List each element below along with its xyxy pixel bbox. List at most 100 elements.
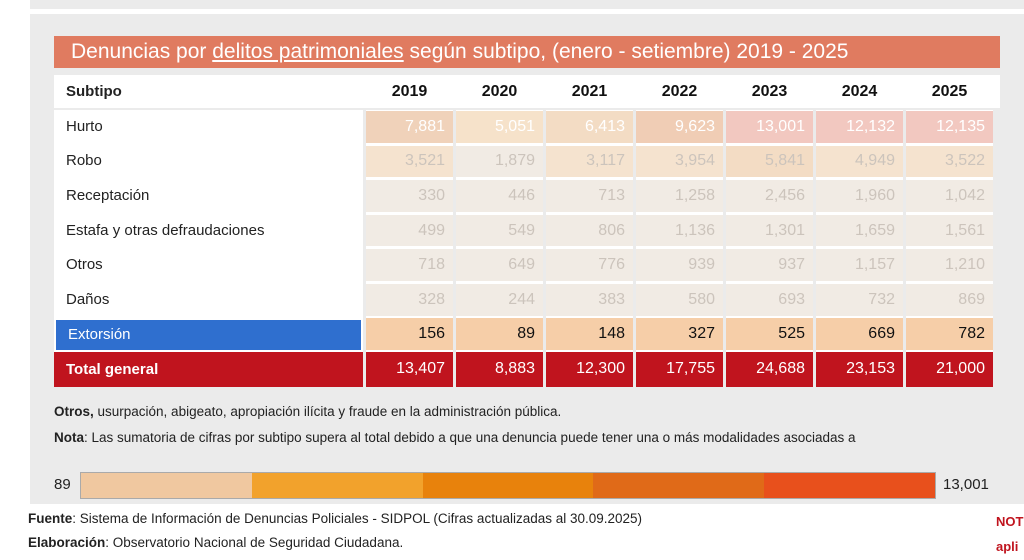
table-cell: 327 bbox=[636, 317, 723, 353]
header-year: 2024 bbox=[816, 75, 903, 108]
title-link[interactable]: delitos patrimoniales bbox=[212, 40, 404, 63]
table-cell: 869 bbox=[906, 282, 993, 318]
table-cell: 693 bbox=[726, 282, 813, 318]
legend-segment bbox=[251, 473, 423, 498]
fuente-text: : Sistema de Información de Denuncias Po… bbox=[72, 511, 643, 526]
footer-elaboracion: Elaboración: Observatorio Nacional de Se… bbox=[28, 535, 403, 550]
table-cell: 649 bbox=[456, 248, 543, 283]
elab-label: Elaboración bbox=[28, 535, 106, 550]
row-label: Total general bbox=[54, 352, 363, 387]
note-nota-text: : Las sumatoria de cifras por subtipo su… bbox=[84, 430, 856, 445]
table-row: Receptación 330 446 713 1,258 2,456 1,960 1,042 bbox=[54, 179, 1000, 214]
table-row: Robo 3,521 1,879 3,117 3,954 5,841 4,949 3,522 bbox=[54, 144, 1000, 180]
table-cell: 580 bbox=[636, 282, 723, 318]
legend-segment bbox=[593, 473, 765, 498]
table-cell: 732 bbox=[816, 282, 903, 318]
table-cell: 525 bbox=[726, 317, 813, 353]
table-header: Subtipo 2019 2020 2021 2022 2023 2024 2025 bbox=[54, 75, 1000, 108]
row-label: Receptación bbox=[54, 179, 363, 214]
note-nota-label: Nota bbox=[54, 430, 84, 445]
table-row: Daños 328 244 383 580 693 732 869 bbox=[54, 282, 1000, 318]
row-label: Hurto bbox=[54, 110, 363, 145]
table-cell: 89 bbox=[456, 317, 543, 353]
table-cell: 1,157 bbox=[816, 248, 903, 283]
table-cell: 718 bbox=[366, 248, 453, 283]
table-cell: 5,841 bbox=[726, 144, 813, 180]
legend-min: 89 bbox=[54, 476, 71, 493]
table-cell: 3,522 bbox=[906, 144, 993, 180]
table-cell: 1,136 bbox=[636, 213, 723, 249]
table-cell: 24,688 bbox=[726, 352, 813, 387]
row-label[interactable]: Extorsión bbox=[54, 317, 363, 353]
table-cell: 330 bbox=[366, 179, 453, 214]
table-cell: 12,300 bbox=[546, 352, 633, 387]
table-cell: 499 bbox=[366, 213, 453, 249]
table-row: Otros 718 649 776 939 937 1,157 1,210 bbox=[54, 248, 1000, 283]
note-otros-text: usurpación, abigeato, apropiación ilícit… bbox=[93, 404, 562, 419]
table-cell: 1,561 bbox=[906, 213, 993, 249]
header-year: 2022 bbox=[636, 75, 723, 108]
color-legend bbox=[80, 472, 936, 499]
table-cell: 1,258 bbox=[636, 179, 723, 214]
table-cell: 669 bbox=[816, 317, 903, 353]
total-row: Total general 13,407 8,883 12,300 17,755 24,6… bbox=[54, 352, 1000, 387]
table-cell: 148 bbox=[546, 317, 633, 353]
table-cell: 244 bbox=[456, 282, 543, 318]
table-cell: 2,456 bbox=[726, 179, 813, 214]
table-cell: 8,883 bbox=[456, 352, 543, 387]
table-cell: 1,659 bbox=[816, 213, 903, 249]
table-cell: 782 bbox=[906, 317, 993, 353]
table-row: Hurto 7,881 5,051 6,413 9,623 13,001 12,132 12,… bbox=[54, 110, 1000, 145]
table-cell: 9,623 bbox=[636, 110, 723, 145]
note-otros: Otros, usurpación, abigeato, apropiación… bbox=[54, 404, 561, 419]
table-cell: 6,413 bbox=[546, 110, 633, 145]
table-cell: 5,051 bbox=[456, 110, 543, 145]
note-otros-label: Otros, bbox=[54, 404, 94, 419]
table-cell: 12,135 bbox=[906, 110, 993, 145]
table-title: Denuncias por delitos patrimoniales segú… bbox=[54, 36, 1000, 68]
elab-text: : Observatorio Nacional de Seguridad Ciu… bbox=[105, 535, 404, 550]
table-cell: 23,153 bbox=[816, 352, 903, 387]
top-strip bbox=[30, 0, 1024, 9]
table-cell: 13,001 bbox=[726, 110, 813, 145]
table-cell: 13,407 bbox=[366, 352, 453, 387]
legend-segment bbox=[764, 473, 935, 498]
table-cell: 383 bbox=[546, 282, 633, 318]
legend-segment bbox=[81, 473, 252, 498]
title-text-end: según subtipo, (enero - setiembre) 2019 … bbox=[403, 40, 849, 63]
header-year: 2021 bbox=[546, 75, 633, 108]
note-nota: Nota: Las sumatoria de cifras por subtip… bbox=[54, 430, 856, 445]
row-label: Robo bbox=[54, 144, 363, 180]
table-cell: 156 bbox=[366, 317, 453, 353]
table-cell: 21,000 bbox=[906, 352, 993, 387]
table-cell: 806 bbox=[546, 213, 633, 249]
title-text: Denuncias por bbox=[71, 40, 213, 63]
table-cell: 549 bbox=[456, 213, 543, 249]
table-cell: 1,301 bbox=[726, 213, 813, 249]
table-cell: 776 bbox=[546, 248, 633, 283]
footer-fuente: Fuente: Sistema de Información de Denunc… bbox=[28, 511, 642, 526]
table-cell: 3,521 bbox=[366, 144, 453, 180]
side-note-1: NOT bbox=[996, 514, 1024, 529]
table-cell: 3,117 bbox=[546, 144, 633, 180]
header-year: 2025 bbox=[906, 75, 993, 108]
row-label: Otros bbox=[54, 248, 363, 283]
header-subtipo: Subtipo bbox=[54, 75, 363, 108]
header-year: 2020 bbox=[456, 75, 543, 108]
table-row: Extorsión 156 89 148 327 525 669 782 bbox=[54, 317, 1000, 353]
table-cell: 7,881 bbox=[366, 110, 453, 145]
header-year: 2019 bbox=[366, 75, 453, 108]
table-cell: 12,132 bbox=[816, 110, 903, 145]
legend-segment bbox=[422, 473, 594, 498]
header-year: 2023 bbox=[726, 75, 813, 108]
table-cell: 939 bbox=[636, 248, 723, 283]
row-label: Estafa y otras defraudaciones bbox=[54, 213, 363, 249]
table-cell: 1,960 bbox=[816, 179, 903, 214]
table-cell: 1,210 bbox=[906, 248, 993, 283]
data-table: Subtipo 2019 2020 2021 2022 2023 2024 2025 Hur… bbox=[54, 75, 1000, 387]
row-label: Daños bbox=[54, 282, 363, 318]
table-cell: 328 bbox=[366, 282, 453, 318]
fuente-label: Fuente bbox=[28, 511, 73, 526]
table-row: Estafa y otras defraudaciones 499 549 806 1,… bbox=[54, 213, 1000, 249]
table-cell: 713 bbox=[546, 179, 633, 214]
